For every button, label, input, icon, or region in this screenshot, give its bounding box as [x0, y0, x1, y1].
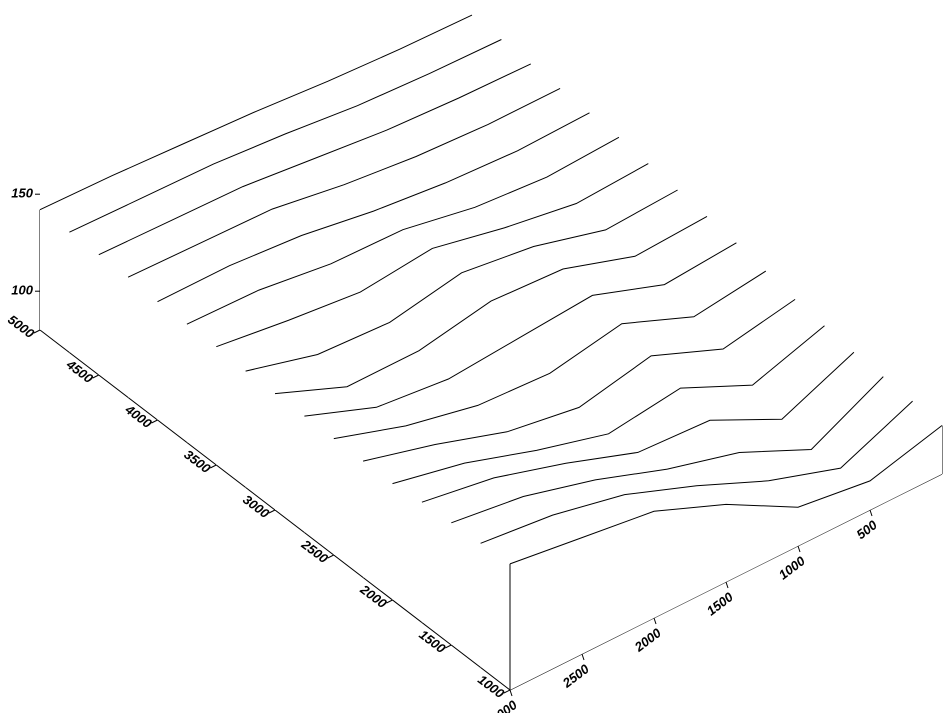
- y-tick-label: 3500: [181, 447, 214, 477]
- y-tick-label: 3000: [240, 492, 273, 522]
- x-tick: [726, 582, 728, 588]
- x-tick: [654, 618, 656, 624]
- x-tick-label: 2500: [559, 661, 593, 691]
- x-tick-label: 2000: [631, 625, 665, 655]
- x-tick: [510, 690, 512, 696]
- y-tick-label: 5000: [5, 312, 38, 342]
- z-tick-label: 150: [11, 186, 33, 201]
- x-tick: [870, 510, 872, 516]
- x-tick-label: 500: [854, 517, 881, 542]
- x-tick-label: 1500: [704, 589, 737, 619]
- y-tick-label: 1000: [475, 672, 508, 702]
- y-tick-label: 1500: [416, 627, 449, 657]
- chart: 1000150020002500300035004000450050005001…: [0, 0, 945, 713]
- z-tick-label: 100: [11, 283, 33, 298]
- x-tick-label: 1000: [776, 553, 809, 583]
- x-tick: [798, 546, 800, 552]
- x-tick-label: 3000: [488, 697, 521, 713]
- x-tick: [582, 654, 584, 660]
